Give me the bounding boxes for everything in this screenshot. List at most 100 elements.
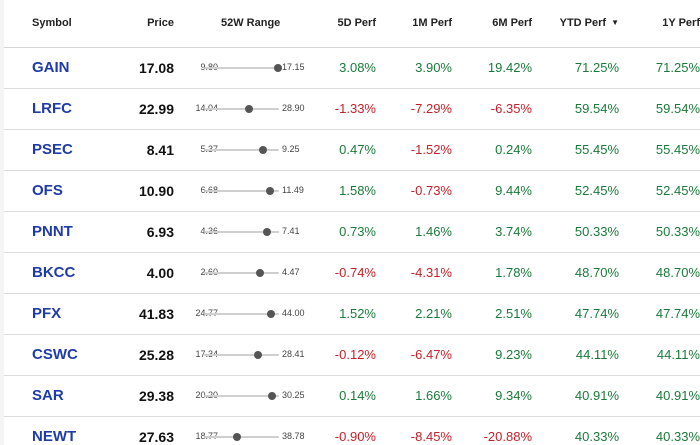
range-cell: 20.20 30.25 (174, 375, 324, 417)
table-body: GAIN 17.08 9.80 17.15 3.08% 3.90% 19.42%… (4, 47, 700, 445)
perf-ytd-cell: 55.45% (532, 129, 619, 171)
symbol-link[interactable]: SAR (32, 386, 64, 404)
range-high: 9.25 (282, 143, 300, 154)
symbol-link[interactable]: BKCC (32, 263, 76, 281)
symbol-link[interactable]: NEWT (32, 427, 77, 445)
symbol-cell: PNNT (4, 211, 112, 253)
range-high: 30.25 (282, 389, 305, 400)
price-cell: 4.00 (112, 252, 174, 294)
table-row-pfx[interactable]: PFX 41.83 24.77 44.00 1.52% 2.21% 2.51% … (4, 293, 700, 335)
range-widget: 6.68 11.49 (174, 171, 324, 211)
range-track (204, 268, 279, 277)
header-price[interactable]: Price (112, 0, 174, 48)
perf-6m-cell: 9.34% (452, 375, 532, 417)
header-5d-perf[interactable]: 5D Perf (324, 0, 376, 48)
range-cell: 18.77 38.78 (174, 416, 324, 445)
range-marker (274, 63, 283, 72)
range-widget: 2.60 4.47 (174, 253, 324, 293)
symbol-link[interactable]: PNNT (32, 222, 73, 240)
range-widget: 9.80 17.15 (174, 48, 324, 88)
perf-1m-cell: 1.66% (376, 375, 452, 417)
symbol-cell: LRFC (4, 88, 112, 130)
table-row-lrfc[interactable]: LRFC 22.99 14.04 28.90 -1.33% -7.29% -6.… (4, 88, 700, 130)
perf-1y-cell: 55.45% (619, 129, 700, 171)
range-widget: 4.36 7.41 (174, 212, 324, 252)
header-row: Symbol Price 52W Range 5D Perf 1M Perf 6… (4, 0, 700, 48)
range-widget: 18.77 38.78 (174, 417, 324, 445)
range-marker (258, 145, 267, 154)
header-symbol[interactable]: Symbol (4, 0, 112, 48)
perf-1m-cell: -0.73% (376, 170, 452, 212)
range-marker (254, 350, 262, 359)
header-1m-perf[interactable]: 1M Perf (376, 0, 452, 48)
perf-6m-cell: 9.23% (452, 334, 532, 376)
range-high: 28.41 (282, 348, 305, 359)
table-row-sar[interactable]: SAR 29.38 20.20 30.25 0.14% 1.66% 9.34% … (4, 375, 700, 417)
range-marker (268, 391, 277, 400)
perf-1m-cell: 1.46% (376, 211, 452, 253)
perf-ytd-cell: 40.91% (532, 375, 619, 417)
perf-1y-cell: 40.91% (619, 375, 700, 417)
perf-5d-cell: 1.52% (324, 293, 376, 335)
header-6m-perf[interactable]: 6M Perf (452, 0, 532, 48)
table-row-cswc[interactable]: CSWC 25.28 17.34 28.41 -0.12% -6.47% 9.2… (4, 334, 700, 376)
perf-ytd-cell: 47.74% (532, 293, 619, 335)
range-high: 38.78 (282, 430, 305, 441)
perf-5d-cell: 0.47% (324, 129, 376, 171)
perf-1y-cell: 71.25% (619, 47, 700, 89)
symbol-link[interactable]: OFS (32, 181, 63, 199)
perf-1m-cell: -7.29% (376, 88, 452, 130)
range-high: 7.41 (282, 225, 300, 236)
symbol-link[interactable]: GAIN (32, 58, 70, 76)
perf-ytd-cell: 52.45% (532, 170, 619, 212)
range-cell: 24.77 44.00 (174, 293, 324, 335)
header-ytd-perf[interactable]: YTD Perf ▼ (532, 0, 619, 48)
range-track (204, 63, 283, 72)
header-1y-perf[interactable]: 1Y Perf (619, 0, 700, 48)
range-cell: 17.34 28.41 (174, 334, 324, 376)
perf-1m-cell: -4.31% (376, 252, 452, 294)
symbol-link[interactable]: PFX (32, 304, 62, 322)
symbol-link[interactable]: LRFC (32, 99, 72, 117)
price-cell: 6.93 (112, 211, 174, 253)
range-high: 4.47 (282, 266, 300, 277)
price-cell: 29.38 (112, 375, 174, 417)
header-52w-range[interactable]: 52W Range (174, 0, 324, 48)
price-cell: 8.41 (112, 129, 174, 171)
range-widget: 17.34 28.41 (174, 335, 324, 375)
symbol-link[interactable]: PSEC (32, 140, 73, 158)
range-widget: 24.77 44.00 (174, 294, 324, 334)
range-marker (266, 186, 274, 195)
perf-5d-cell: -1.33% (324, 88, 376, 130)
symbol-link[interactable]: CSWC (32, 345, 78, 363)
table-row-gain[interactable]: GAIN 17.08 9.80 17.15 3.08% 3.90% 19.42%… (4, 47, 700, 89)
range-track (204, 391, 279, 400)
range-high: 17.15 (282, 61, 305, 72)
range-marker (245, 104, 253, 113)
price-cell: 27.63 (112, 416, 174, 445)
table-row-psec[interactable]: PSEC 8.41 5.37 9.25 0.47% -1.52% 0.24% 5… (4, 129, 700, 171)
perf-5d-cell: 3.08% (324, 47, 376, 89)
range-high: 44.00 (282, 307, 305, 318)
symbol-cell: CSWC (4, 334, 112, 376)
perf-6m-cell: 1.78% (452, 252, 532, 294)
table-row-newt[interactable]: NEWT 27.63 18.77 38.78 -0.90% -8.45% -20… (4, 416, 700, 445)
range-marker (233, 432, 241, 441)
perf-ytd-cell: 48.70% (532, 252, 619, 294)
perf-6m-cell: -6.35% (452, 88, 532, 130)
price-cell: 22.99 (112, 88, 174, 130)
perf-ytd-cell: 44.11% (532, 334, 619, 376)
table-row-ofs[interactable]: OFS 10.90 6.68 11.49 1.58% -0.73% 9.44% … (4, 170, 700, 212)
perf-1y-cell: 50.33% (619, 211, 700, 253)
range-track (204, 309, 279, 318)
range-track (204, 186, 279, 195)
header-ytd-label: YTD Perf (559, 17, 607, 30)
perf-ytd-cell: 40.33% (532, 416, 619, 445)
table-row-pnnt[interactable]: PNNT 6.93 4.36 7.41 0.73% 1.46% 3.74% 50… (4, 211, 700, 253)
range-cell: 6.68 11.49 (174, 170, 324, 212)
perf-1y-cell: 59.54% (619, 88, 700, 130)
perf-6m-cell: 0.24% (452, 129, 532, 171)
screener-table-panel: Symbol Price 52W Range 5D Perf 1M Perf 6… (4, 0, 700, 445)
perf-1m-cell: 2.21% (376, 293, 452, 335)
table-row-bkcc[interactable]: BKCC 4.00 2.60 4.47 -0.74% -4.31% 1.78% … (4, 252, 700, 294)
